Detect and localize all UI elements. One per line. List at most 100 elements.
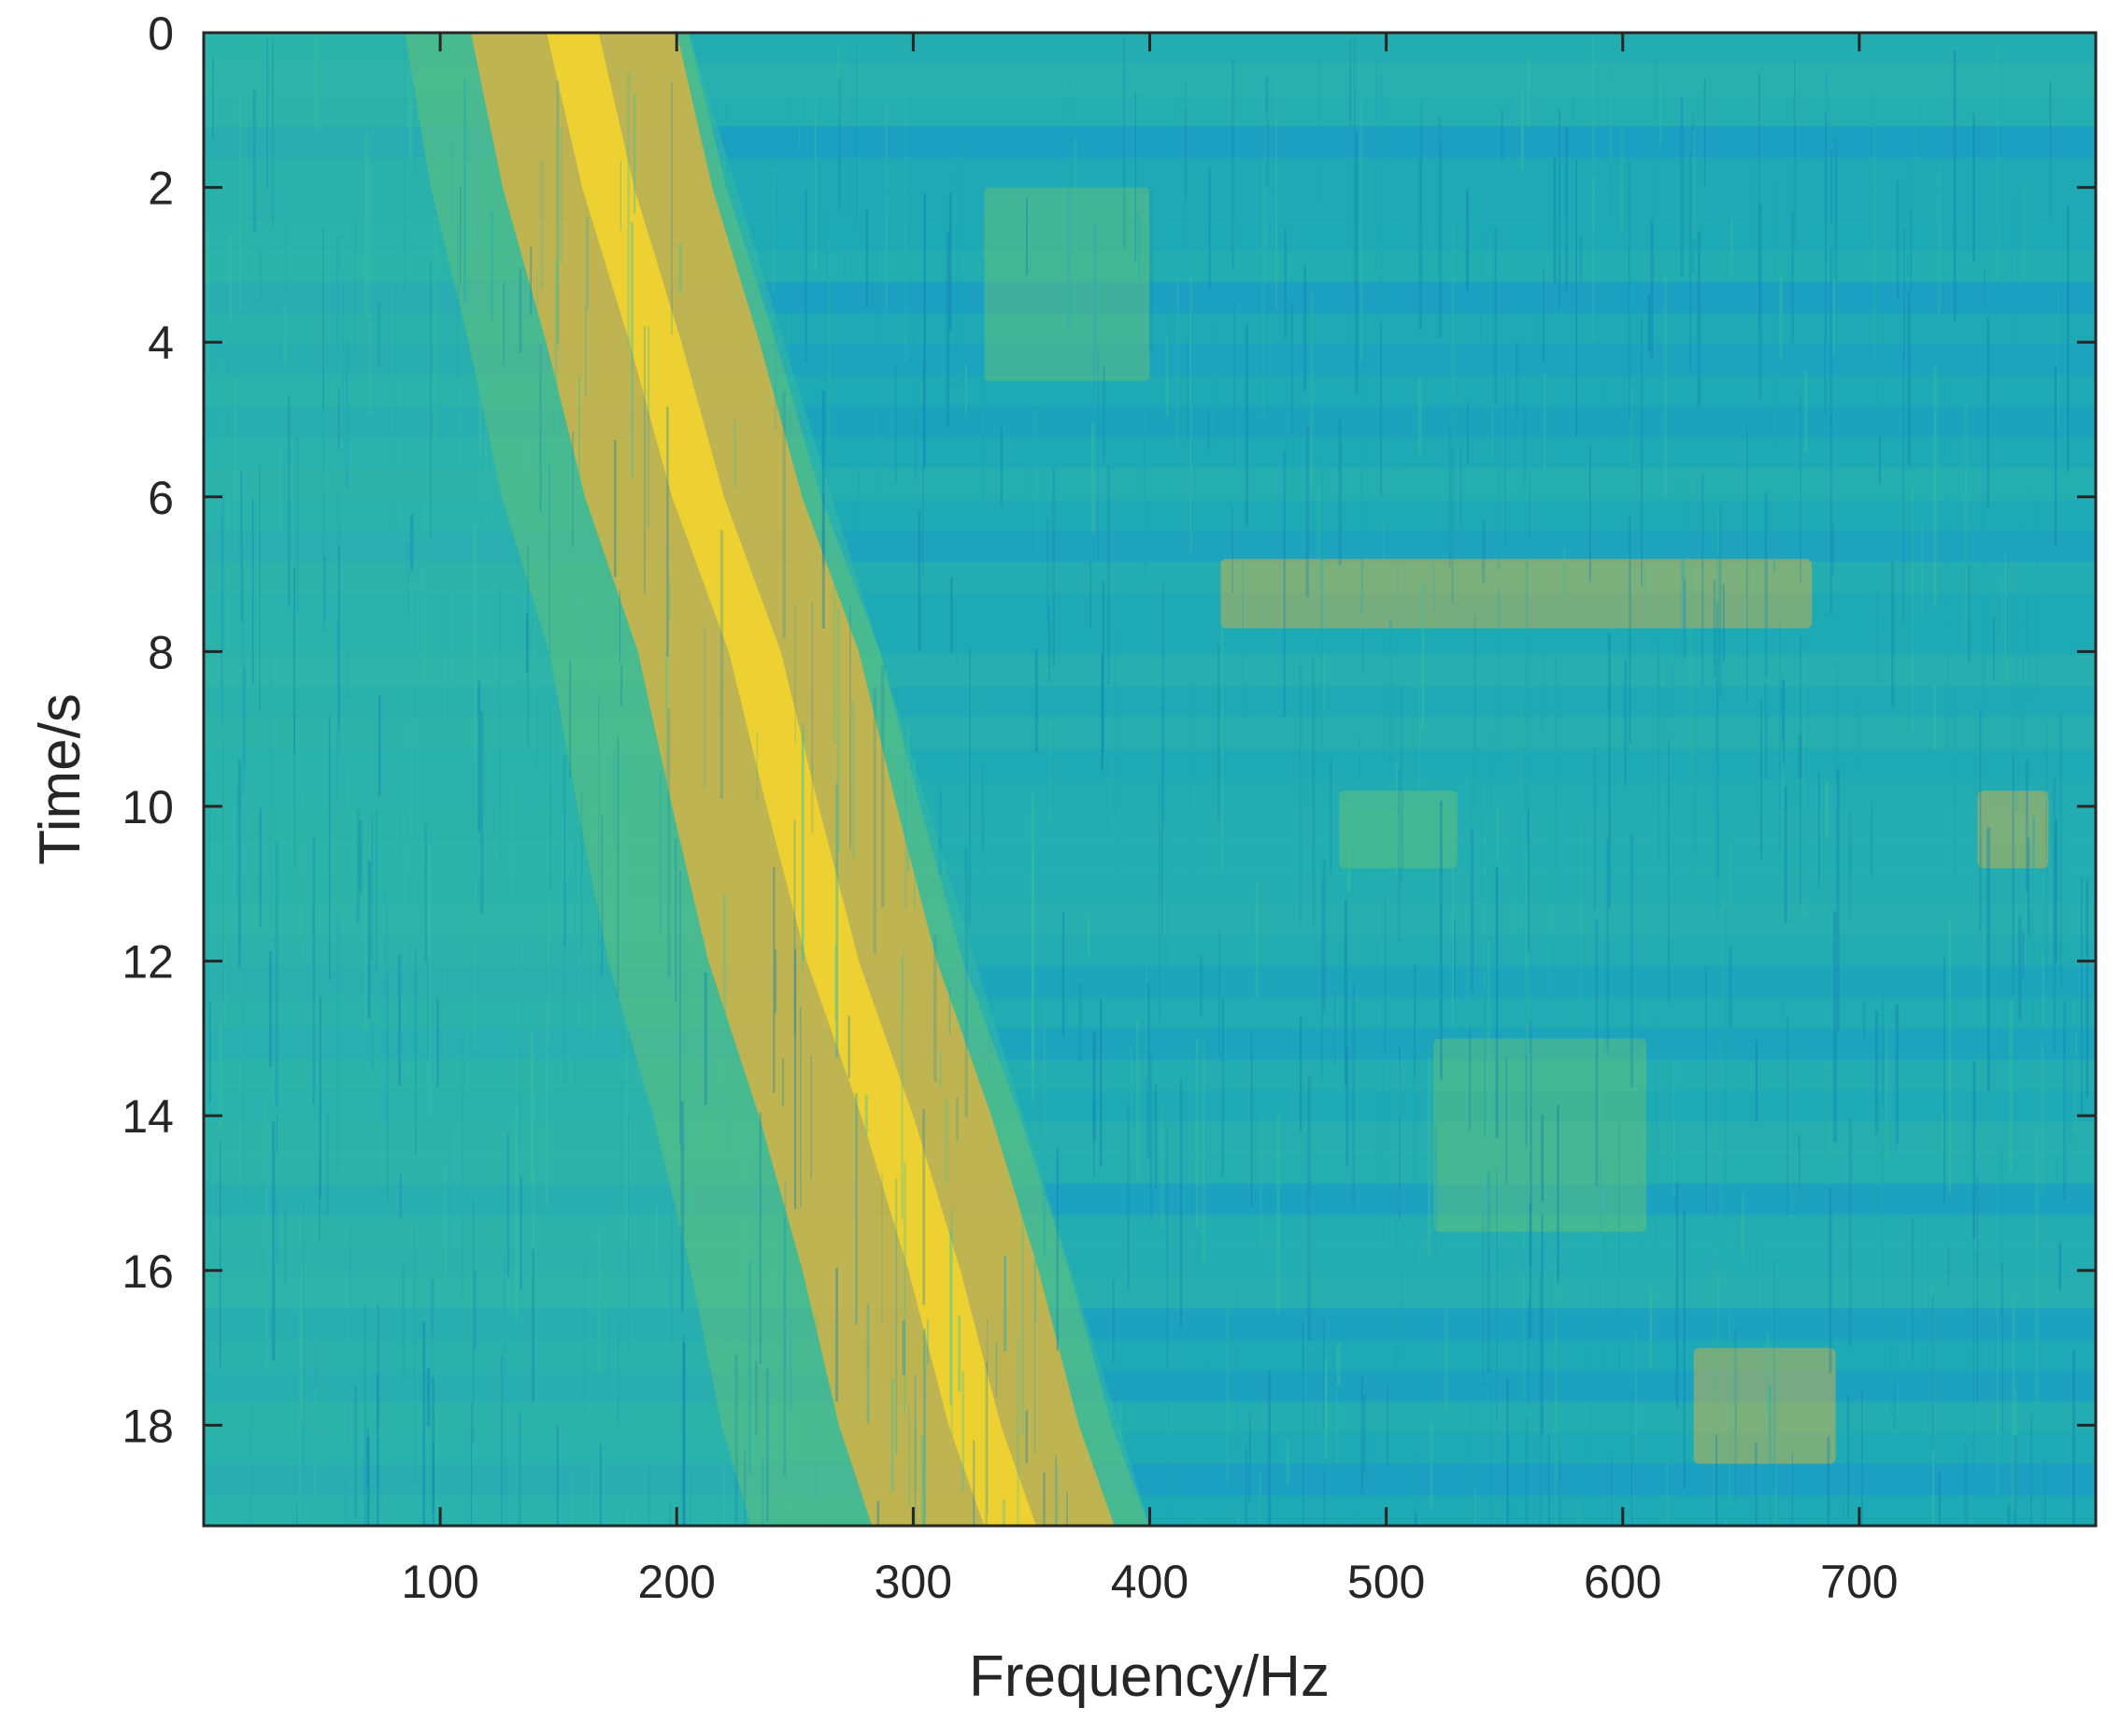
noise-streak bbox=[259, 808, 263, 927]
noise-streak bbox=[1451, 400, 1454, 604]
noise-streak bbox=[1931, 1288, 1935, 1526]
noise-streak bbox=[811, 603, 814, 834]
noise-streak bbox=[1818, 771, 1820, 889]
noise-streak bbox=[336, 913, 340, 1173]
noise-streak bbox=[1119, 1401, 1122, 1451]
noise-streak bbox=[275, 841, 278, 1108]
noise-streak bbox=[1588, 446, 1591, 582]
noise-streak bbox=[1345, 1046, 1349, 1167]
noise-streak bbox=[1520, 335, 1524, 391]
noise-streak bbox=[270, 652, 272, 925]
noise-streak bbox=[1320, 500, 1324, 764]
noise-streak bbox=[1208, 167, 1211, 290]
noise-streak bbox=[790, 1317, 792, 1413]
noise-streak bbox=[855, 1092, 858, 1325]
noise-streak bbox=[833, 571, 836, 743]
noise-streak bbox=[1781, 679, 1786, 764]
noise-streak bbox=[1915, 101, 1916, 219]
noise-streak bbox=[1654, 51, 1657, 289]
noise-streak bbox=[367, 861, 371, 1019]
noise-streak bbox=[1489, 734, 1492, 1006]
noise-streak bbox=[833, 1320, 835, 1526]
noise-streak bbox=[1255, 880, 1259, 999]
noise-streak bbox=[223, 355, 225, 450]
noise-streak bbox=[1000, 426, 1003, 505]
noise-streak bbox=[531, 1031, 534, 1182]
noise-streak bbox=[422, 500, 425, 684]
noise-streak bbox=[206, 231, 210, 373]
noise-streak bbox=[461, 1040, 463, 1299]
noise-streak bbox=[1004, 1255, 1007, 1352]
noise-streak bbox=[1972, 113, 1975, 262]
noise-streak bbox=[1663, 275, 1667, 500]
noise-streak bbox=[1413, 1449, 1416, 1526]
noise-streak bbox=[773, 867, 776, 1093]
noise-streak bbox=[472, 1198, 475, 1442]
noise-streak bbox=[1933, 365, 1937, 605]
noise-streak bbox=[585, 217, 589, 309]
noise-streak bbox=[1184, 109, 1187, 199]
noise-streak bbox=[1684, 578, 1687, 659]
noise-streak bbox=[626, 1512, 629, 1526]
noise-streak bbox=[385, 889, 388, 1125]
noise-streak bbox=[1630, 386, 1633, 466]
noise-streak bbox=[1782, 739, 1784, 888]
noise-streak bbox=[322, 370, 325, 632]
noise-streak bbox=[1530, 1103, 1532, 1212]
noise-streak bbox=[1874, 1011, 1879, 1135]
noise-streak bbox=[484, 417, 488, 521]
noise-streak bbox=[1980, 838, 1983, 946]
noise-streak bbox=[491, 212, 493, 320]
noise-streak bbox=[478, 363, 482, 457]
noise-streak bbox=[1541, 1115, 1544, 1202]
noise-streak bbox=[1195, 1038, 1199, 1227]
noise-streak bbox=[1265, 77, 1269, 188]
noise-streak bbox=[617, 735, 619, 999]
noise-streak bbox=[1352, 984, 1355, 1209]
noise-streak bbox=[322, 228, 324, 409]
noise-streak bbox=[405, 838, 406, 1076]
noise-streak bbox=[1511, 824, 1513, 954]
noise-streak bbox=[915, 412, 917, 480]
noise-streak bbox=[475, 882, 477, 1050]
noise-streak bbox=[1023, 462, 1025, 555]
noise-streak bbox=[1729, 1310, 1731, 1506]
noise-streak bbox=[1541, 1215, 1544, 1436]
noise-streak bbox=[1034, 1252, 1037, 1320]
noise-streak bbox=[349, 1224, 351, 1366]
noise-streak bbox=[619, 160, 621, 231]
noise-streak bbox=[950, 1206, 954, 1437]
noise-streak bbox=[1398, 769, 1401, 942]
noise-streak bbox=[501, 1355, 503, 1526]
noise-streak bbox=[2057, 289, 2059, 427]
noise-streak bbox=[890, 1379, 894, 1492]
noise-streak bbox=[572, 432, 574, 548]
noise-streak bbox=[1946, 491, 1949, 768]
noise-streak bbox=[2054, 819, 2058, 963]
noise-streak bbox=[2072, 1349, 2076, 1526]
noise-streak bbox=[922, 1329, 926, 1526]
noise-streak bbox=[793, 948, 797, 1210]
noise-streak bbox=[1953, 114, 1955, 320]
noise-streak bbox=[1758, 204, 1762, 400]
noise-streak bbox=[1525, 969, 1528, 1147]
noise-streak bbox=[1189, 277, 1192, 553]
noise-streak bbox=[1414, 1513, 1417, 1526]
noise-streak bbox=[1829, 1187, 1832, 1373]
noise-streak bbox=[515, 1104, 518, 1318]
noise-streak bbox=[427, 958, 429, 1060]
noise-streak bbox=[1986, 830, 1987, 948]
noise-streak bbox=[296, 436, 299, 612]
noise-streak bbox=[1881, 1140, 1884, 1310]
noise-streak bbox=[965, 365, 967, 416]
noise-streak bbox=[669, 1501, 672, 1526]
noise-streak bbox=[276, 1193, 278, 1261]
noise-streak bbox=[1092, 1032, 1096, 1140]
noise-streak bbox=[1766, 537, 1769, 701]
noise-streak bbox=[1291, 278, 1294, 554]
noise-streak bbox=[562, 755, 566, 946]
noise-streak bbox=[1682, 500, 1686, 661]
noise-streak bbox=[762, 1457, 764, 1526]
noise-streak bbox=[1451, 222, 1455, 445]
noise-streak bbox=[424, 824, 427, 962]
